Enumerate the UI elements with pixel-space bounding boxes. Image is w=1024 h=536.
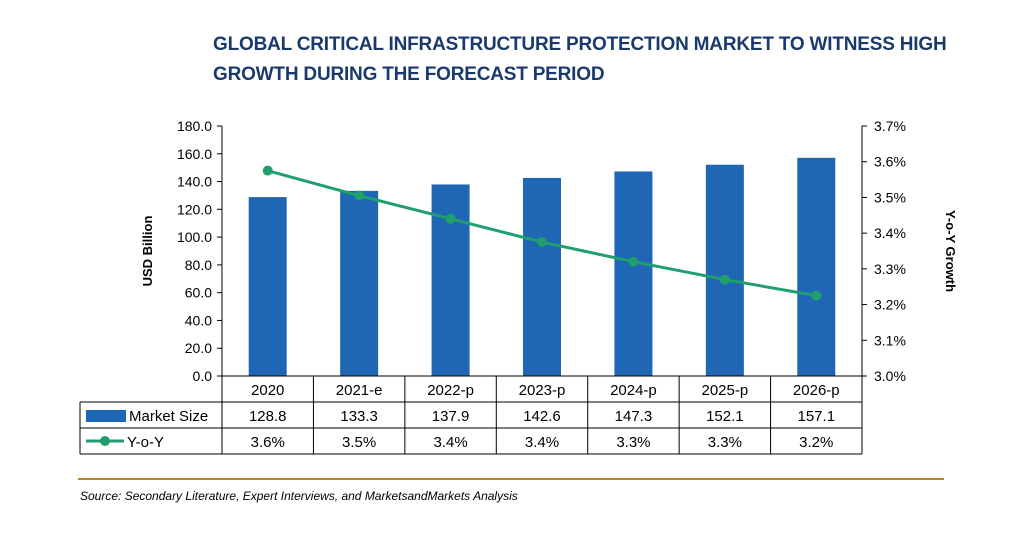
x-tick-label: 2024-p xyxy=(610,382,657,399)
source-note: Source: Secondary Literature, Expert Int… xyxy=(80,489,518,503)
x-tick-label: 2025-p xyxy=(701,382,748,399)
line-point xyxy=(262,165,273,176)
legend-label: Market Size xyxy=(129,408,208,425)
y-tick-label: 180.0 xyxy=(177,118,212,134)
bar xyxy=(705,164,744,376)
x-tick-label: 2023-p xyxy=(519,382,566,399)
y-tick-label: 100.0 xyxy=(177,229,212,245)
line-point xyxy=(811,290,822,301)
y-tick-label: 20.0 xyxy=(185,340,212,356)
x-tick-label: 2020 xyxy=(251,382,284,399)
y2-tick-label: 3.4% xyxy=(874,225,906,241)
y-tick-label: 140.0 xyxy=(177,174,212,190)
table-value: 3.6% xyxy=(251,434,285,451)
y-tick-label: 160.0 xyxy=(177,146,212,162)
y2-tick-label: 3.0% xyxy=(874,368,906,384)
table-value: 3.3% xyxy=(708,434,742,451)
table-value: 157.1 xyxy=(798,408,836,425)
line-point xyxy=(354,190,365,201)
legend-swatch-marker xyxy=(100,436,110,446)
line-point xyxy=(445,213,456,224)
y-tick-label: 0.0 xyxy=(193,368,213,384)
y2-tick-label: 3.5% xyxy=(874,189,906,205)
y2-tick-label: 3.1% xyxy=(874,332,906,348)
table-value: 3.2% xyxy=(799,434,833,451)
table-value: 3.4% xyxy=(433,434,467,451)
x-tick-label: 2022-p xyxy=(427,382,474,399)
y2-axis-title: Y-o-Y Growth xyxy=(943,210,958,292)
table-value: 133.3 xyxy=(340,408,378,425)
y2-tick-label: 3.2% xyxy=(874,297,906,313)
bar xyxy=(614,171,653,376)
line-point xyxy=(537,237,547,248)
x-tick-label: 2026-p xyxy=(793,382,840,399)
legend-label: Y-o-Y xyxy=(127,434,164,451)
table-value: 3.4% xyxy=(525,434,559,451)
y2-tick-label: 3.6% xyxy=(874,154,906,170)
legend-swatch-bar xyxy=(86,410,126,422)
y2-tick-label: 3.3% xyxy=(874,261,906,277)
bar xyxy=(340,190,379,376)
y-tick-label: 120.0 xyxy=(177,201,212,217)
x-tick-label: 2021-e xyxy=(336,382,383,399)
bar xyxy=(248,197,287,376)
combo-chart: 0.0 20.0 40.0 60.0 80.0 100.0 120.0 140.0 160.0 1… xyxy=(79,118,958,455)
bar xyxy=(797,157,836,376)
y-tick-label: 60.0 xyxy=(185,285,212,301)
divider-rule xyxy=(78,478,944,480)
table-value: 3.5% xyxy=(342,434,376,451)
table-value: 152.1 xyxy=(706,408,744,425)
chart-title: GLOBAL CRITICAL INFRASTRUCTURE PROTECTIO… xyxy=(213,34,947,85)
table-value: 142.6 xyxy=(523,408,561,425)
table-value: 137.9 xyxy=(432,408,470,425)
bar xyxy=(431,184,470,376)
table-value: 147.3 xyxy=(615,408,653,425)
y-axis-title: USD Billion xyxy=(140,216,155,287)
y2-tick-label: 3.7% xyxy=(874,118,906,134)
y-tick-label: 40.0 xyxy=(185,312,212,328)
bar xyxy=(523,177,561,376)
table-value: 3.3% xyxy=(616,434,650,451)
y-tick-label: 80.0 xyxy=(185,257,212,273)
line-point xyxy=(628,256,639,267)
line-point xyxy=(719,274,730,285)
table-value: 128.8 xyxy=(249,408,287,425)
